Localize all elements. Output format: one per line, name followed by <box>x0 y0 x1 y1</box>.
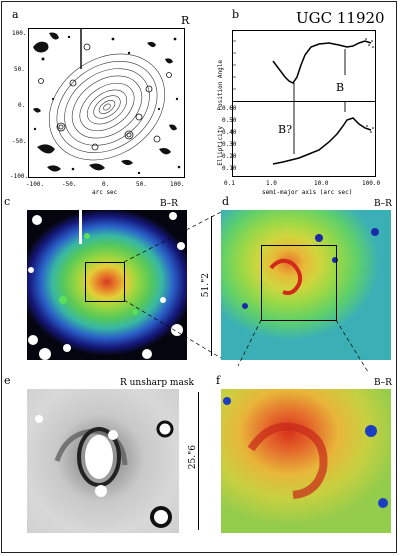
ellipticity-plot <box>232 101 376 177</box>
position-angle-curve <box>233 38 374 101</box>
position-angle-plot <box>232 30 376 102</box>
b-xlabel: semi-major axis (arc sec) <box>262 189 353 196</box>
panel-e-label: e <box>4 374 11 387</box>
a-xtick-5: 100. <box>170 181 185 188</box>
panel-a-label: a <box>12 8 19 21</box>
panel-c-label: c <box>4 195 11 208</box>
b-xtick-3: 10.0 <box>314 180 329 187</box>
a-ytick-2: 50. <box>14 66 25 73</box>
b-bottom-ytick-2: 0.50 <box>222 117 237 124</box>
panel-c-band: B–R <box>160 199 178 209</box>
b-top-ylabel: Position Angle <box>217 60 224 111</box>
b-xtick-4: 100.0 <box>362 180 381 187</box>
a-ytick-5: -100. <box>10 173 29 180</box>
scale-bar-d <box>211 216 212 356</box>
panel-d-band: B–R <box>374 199 392 209</box>
ellipticity-curve <box>272 102 374 165</box>
b-xtick-2: 1.0 <box>266 180 277 187</box>
bar-annotation: B <box>336 81 345 94</box>
b-bottom-ytick-3: 0.40 <box>222 129 237 136</box>
a-ytick-3: 0. <box>18 102 26 109</box>
panel-e-band: R unsharp mask <box>120 378 194 388</box>
panel-a-band: R <box>181 14 190 27</box>
br-inner-zoom-map <box>221 389 391 533</box>
zoom-box-d <box>261 245 337 321</box>
scale-label-d: 51."2 <box>201 273 211 298</box>
a-ytick-4: -50. <box>12 138 27 145</box>
panel-d-label: d <box>222 195 230 208</box>
br-inner-overlay <box>223 397 388 508</box>
contour-plot <box>33 29 181 175</box>
panel-f-band: B–R <box>374 378 392 388</box>
panel-f-label: f <box>216 374 221 387</box>
zoom-box-c <box>85 262 125 302</box>
unsharp-features <box>35 415 174 528</box>
a-axis-label: arc sec <box>92 189 118 196</box>
b-bottom-ytick-5: 0.20 <box>222 153 237 160</box>
a-xtick-4: 50. <box>136 181 147 188</box>
br-color-map <box>27 210 187 360</box>
a-xtick-2: -50. <box>62 181 77 188</box>
b-bottom-ytick-6: 0.10 <box>222 165 237 172</box>
a-ytick-1: 100. <box>12 30 27 37</box>
bar-query-annotation: B? <box>278 123 292 136</box>
a-xtick-1: -100. <box>26 181 45 188</box>
unsharp-mask-image <box>27 389 179 533</box>
b-bottom-ytick-4: 0.30 <box>222 141 237 148</box>
b-bottom-ytick-1: 0.60 <box>222 105 237 112</box>
scale-label-f: 25."6 <box>188 445 198 470</box>
contour-map <box>28 28 185 178</box>
br-zoom-map <box>221 210 391 360</box>
b-xtick-1: 0.1 <box>224 180 235 187</box>
scale-bar-f <box>198 392 199 530</box>
galaxy-name: UGC 11920 <box>296 9 385 27</box>
a-xtick-3: 0. <box>102 181 110 188</box>
panel-b-label: b <box>232 8 240 21</box>
br-zoom-overlay <box>242 228 379 309</box>
